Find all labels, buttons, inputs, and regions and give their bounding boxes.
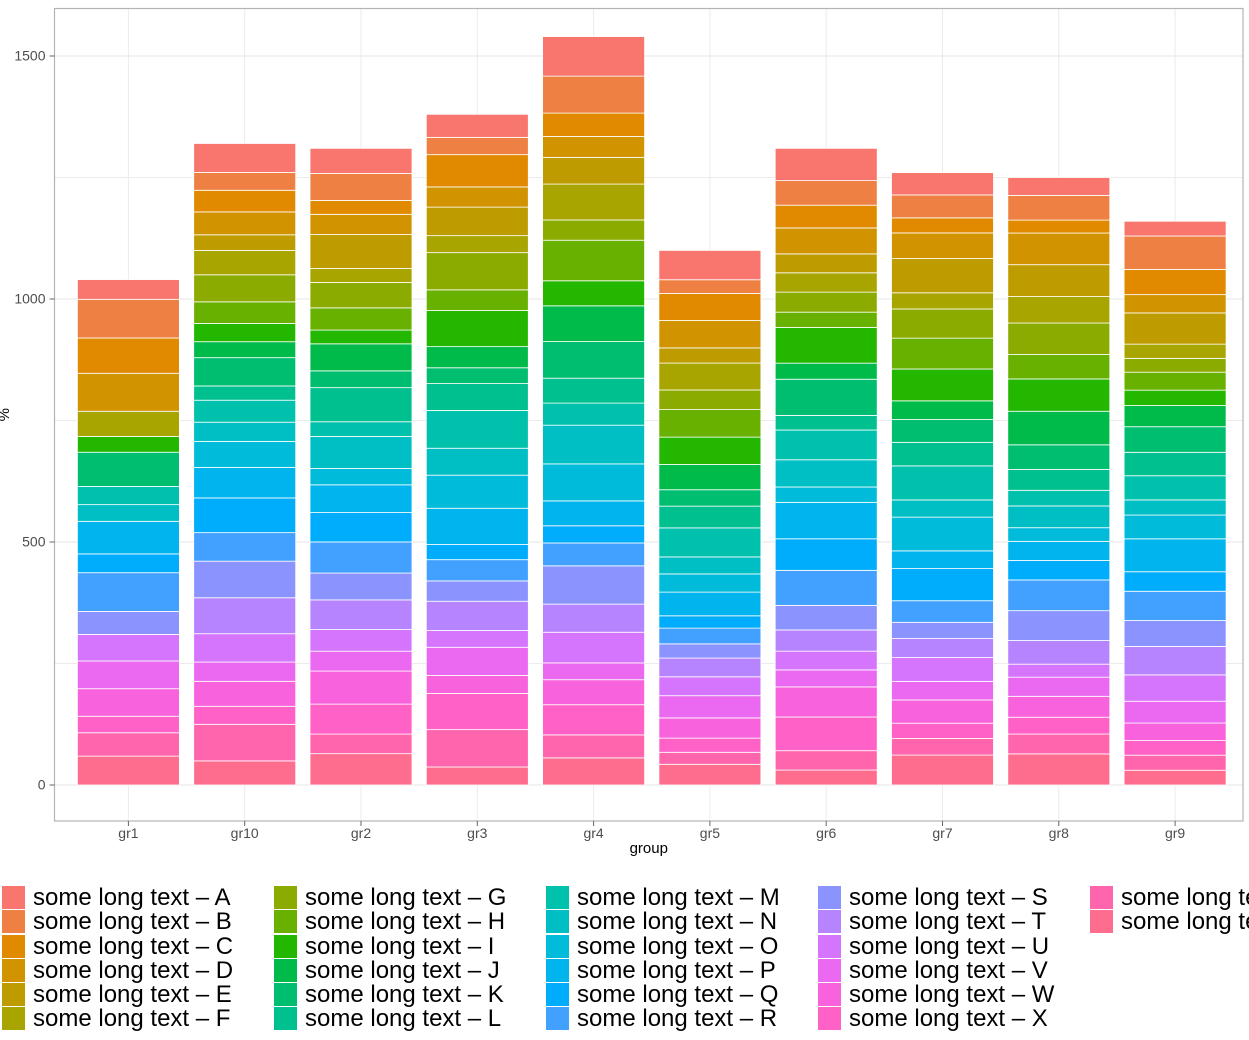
svg-text:gr10: gr10 (231, 825, 259, 841)
svg-text:500: 500 (22, 534, 46, 550)
svg-text:gr8: gr8 (1049, 825, 1069, 841)
svg-text:1500: 1500 (14, 48, 45, 64)
svg-text:gr5: gr5 (700, 825, 720, 841)
svg-text:1000: 1000 (14, 291, 45, 307)
svg-text:gr3: gr3 (467, 825, 487, 841)
svg-text:group: group (630, 840, 668, 857)
svg-text:%: % (0, 408, 13, 421)
svg-text:gr4: gr4 (583, 825, 603, 841)
svg-text:0: 0 (38, 777, 46, 793)
svg-text:gr6: gr6 (816, 825, 836, 841)
svg-text:gr2: gr2 (351, 825, 371, 841)
svg-text:gr1: gr1 (118, 825, 138, 841)
svg-text:gr9: gr9 (1165, 825, 1185, 841)
svg-text:gr7: gr7 (932, 825, 952, 841)
